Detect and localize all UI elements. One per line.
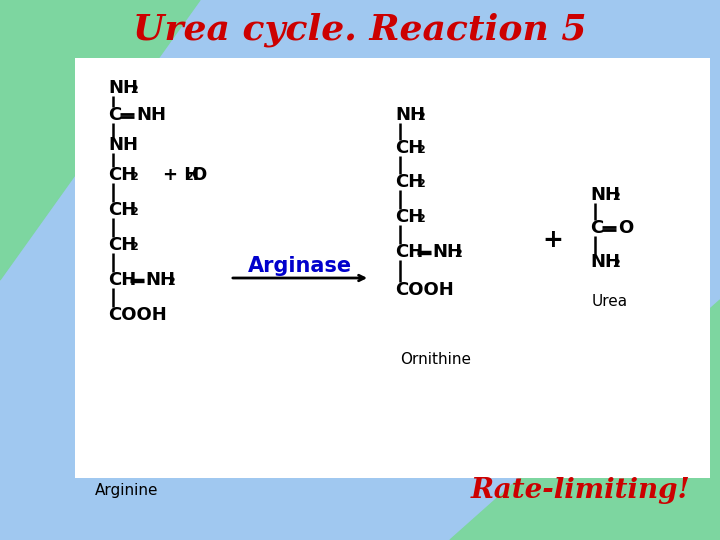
- Text: Arginase: Arginase: [248, 256, 352, 276]
- Text: CH: CH: [395, 208, 423, 226]
- Text: 2: 2: [185, 172, 193, 182]
- Text: Ornithine: Ornithine: [400, 353, 471, 368]
- Text: CH: CH: [108, 201, 136, 219]
- Text: CH: CH: [395, 173, 423, 191]
- Text: NH: NH: [108, 136, 138, 154]
- Text: 2: 2: [417, 112, 425, 122]
- Text: NH: NH: [145, 271, 175, 289]
- Text: Urea cycle. Reaction 5: Urea cycle. Reaction 5: [133, 13, 587, 47]
- Text: NH: NH: [136, 106, 166, 124]
- Text: 2: 2: [417, 214, 425, 224]
- Text: COOH: COOH: [108, 306, 167, 324]
- Text: CH: CH: [108, 236, 136, 254]
- Text: NH: NH: [432, 243, 462, 261]
- Text: 2: 2: [130, 85, 138, 95]
- Text: 2: 2: [454, 249, 462, 259]
- Text: C: C: [108, 106, 121, 124]
- Text: 2: 2: [612, 192, 620, 202]
- Text: + H: + H: [163, 166, 199, 184]
- Text: CH: CH: [395, 243, 423, 261]
- Text: 2: 2: [130, 242, 138, 252]
- Polygon shape: [0, 0, 200, 280]
- Bar: [75, 58, 710, 478]
- Text: NH: NH: [590, 186, 620, 204]
- Text: NH: NH: [108, 79, 138, 97]
- Polygon shape: [450, 300, 720, 540]
- Text: O: O: [191, 166, 206, 184]
- Text: CH: CH: [108, 166, 136, 184]
- Text: Arginine: Arginine: [95, 483, 158, 497]
- Text: O: O: [618, 219, 634, 237]
- Text: 2: 2: [130, 172, 138, 182]
- Text: COOH: COOH: [395, 281, 454, 299]
- Text: 2: 2: [612, 259, 620, 269]
- Text: Rate-limiting!: Rate-limiting!: [470, 476, 690, 503]
- Text: NH: NH: [590, 253, 620, 271]
- Text: 2: 2: [417, 145, 425, 155]
- Text: 2: 2: [417, 179, 425, 189]
- Text: Urea: Urea: [592, 294, 628, 309]
- Text: 2: 2: [167, 277, 175, 287]
- Text: CH: CH: [108, 271, 136, 289]
- Text: NH: NH: [395, 106, 425, 124]
- Text: +: +: [543, 228, 564, 252]
- Text: C: C: [590, 219, 603, 237]
- Text: 2: 2: [130, 207, 138, 217]
- Text: CH: CH: [395, 139, 423, 157]
